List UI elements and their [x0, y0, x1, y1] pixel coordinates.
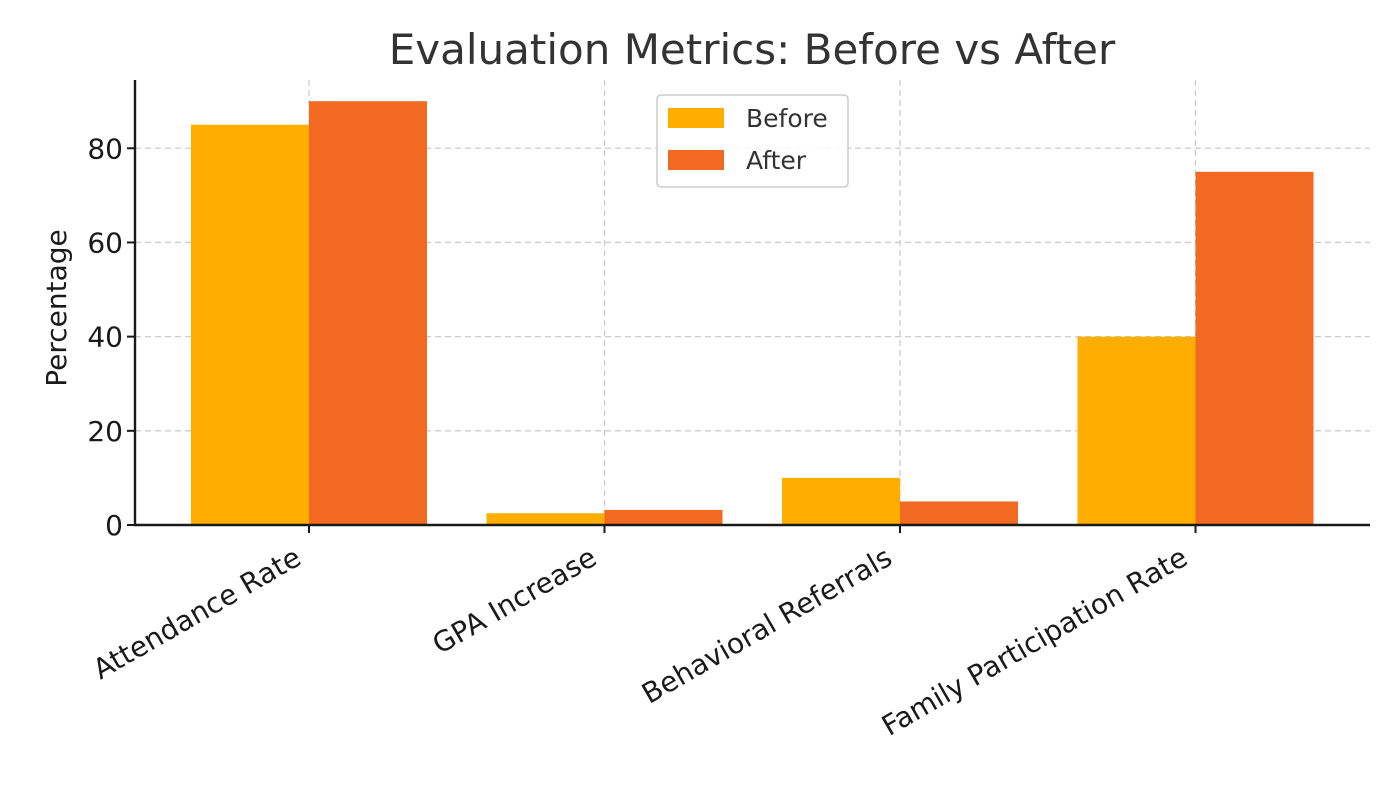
legend-swatch-after [668, 150, 724, 170]
y-tick-label: 0 [105, 509, 123, 542]
bar-after-3 [1195, 171, 1314, 526]
x-tick-label: GPA Increase [427, 540, 602, 660]
chart-title: Evaluation Metrics: Before vs After [389, 25, 1116, 74]
bar-after-2 [900, 501, 1018, 525]
y-tick-label: 40 [87, 321, 123, 354]
y-axis-label: Percentage [40, 229, 73, 387]
bar-before-3 [1077, 336, 1196, 525]
y-tick-label: 20 [87, 415, 123, 448]
legend-label-after: After [746, 146, 807, 175]
x-tick-label: Behavioral Referrals [636, 540, 897, 710]
bar-after-0 [309, 101, 427, 525]
bar-before-1 [486, 513, 605, 525]
legend: Before After [656, 94, 849, 188]
y-tick-label: 60 [87, 226, 123, 259]
y-tick-label: 80 [87, 132, 123, 165]
x-tick-label: Attendance Rate [87, 540, 306, 686]
bars [191, 101, 1314, 526]
bar-after-1 [604, 509, 723, 525]
legend-label-before: Before [746, 104, 828, 133]
x-tick-label: Family Participation Rate [876, 540, 1193, 742]
bar-before-2 [782, 477, 900, 525]
axes [133, 80, 1370, 527]
bar-before-0 [191, 124, 309, 526]
legend-swatch-before [668, 108, 724, 128]
